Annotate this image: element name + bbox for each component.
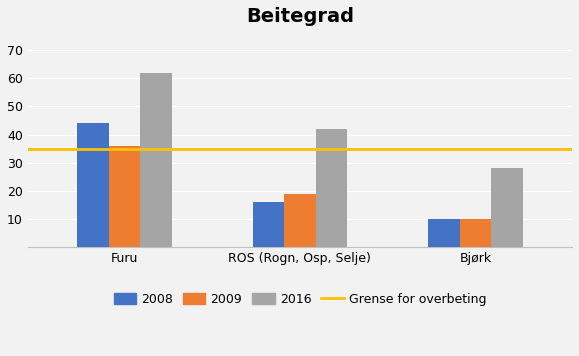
Bar (492, 168, 523, 247)
Bar (109, 146, 140, 247)
Bar (428, 219, 460, 247)
Bar (140, 73, 172, 247)
Bar (316, 129, 347, 247)
Bar (77, 123, 109, 247)
Legend: 2008, 2009, 2016, Grense for overbeting: 2008, 2009, 2016, Grense for overbeting (108, 288, 492, 310)
Bar (284, 194, 316, 247)
Title: Beitegrad: Beitegrad (246, 7, 354, 26)
Bar (460, 219, 492, 247)
Bar (252, 202, 284, 247)
